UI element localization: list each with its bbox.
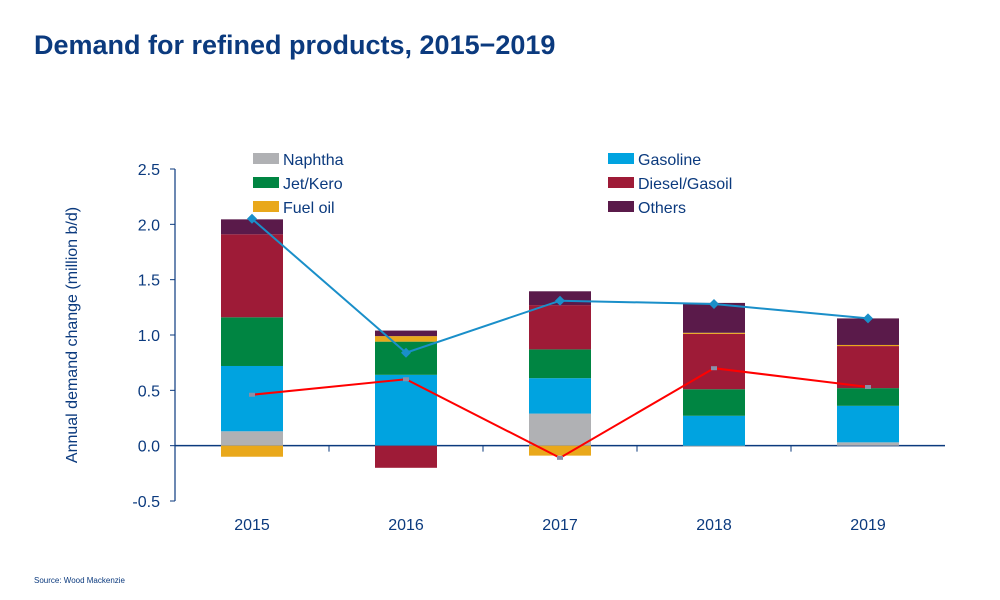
bar-naphtha-2019	[837, 442, 899, 446]
bar-jet-kero-2018	[683, 389, 745, 416]
line-marker	[555, 295, 565, 306]
legend-swatch	[253, 153, 279, 164]
line-marker	[557, 455, 563, 460]
bar-naphtha-2015	[221, 431, 283, 446]
bar-fuel-oil-2015	[221, 445, 283, 457]
bar-diesel-gasoil-2019	[837, 346, 899, 389]
line-marker	[401, 347, 411, 358]
bar-naphtha-2017	[529, 413, 591, 446]
line-marker	[247, 213, 257, 224]
legend-swatch	[608, 153, 634, 164]
y-tick-label: 0.0	[138, 439, 160, 456]
legend-swatch	[253, 201, 279, 212]
bar-diesel-gasoil-2016	[375, 445, 437, 468]
bar-others-2015	[221, 219, 283, 235]
x-tick-label: 2016	[388, 517, 424, 534]
legend-label: Jet/Kero	[283, 176, 343, 193]
bar-gasoline-2017	[529, 378, 591, 414]
line-marker	[711, 366, 717, 371]
legend-label: Gasoline	[638, 152, 701, 169]
bar-fuel-oil-2017	[529, 445, 591, 456]
bar-jet-kero-2019	[837, 388, 899, 406]
bar-jet-kero-2017	[529, 349, 591, 379]
x-tick-label: 2019	[850, 517, 886, 534]
y-tick-label: -0.5	[132, 494, 160, 511]
legend-label: Diesel/Gasoil	[638, 176, 732, 193]
legend-swatch	[608, 201, 634, 212]
x-tick-label: 2015	[234, 517, 270, 534]
bar-diesel-gasoil-2017	[529, 305, 591, 350]
page-title: Demand for refined products, 2015−2019	[34, 30, 556, 60]
bar-fuel-oil-2019	[837, 344, 899, 347]
bar-diesel-gasoil-2015	[221, 234, 283, 318]
bar-fuel-oil-2016	[375, 336, 437, 342]
bar-jet-kero-2015	[221, 317, 283, 366]
line-marker	[709, 299, 719, 310]
y-tick-label: 1.0	[138, 328, 160, 345]
legend-label: Others	[638, 200, 686, 217]
x-tick-label: 2018	[696, 517, 732, 534]
bar-jet-kero-2016	[375, 341, 437, 375]
y-tick-label: 2.0	[138, 217, 160, 234]
bar-gasoline-2016	[375, 374, 437, 446]
legend-label: Fuel oil	[283, 200, 335, 217]
bar-gasoline-2019	[837, 405, 899, 443]
legend-swatch	[253, 177, 279, 188]
y-tick-label: 0.5	[138, 383, 160, 400]
legend-label: Naphtha	[283, 152, 344, 169]
legend-swatch	[608, 177, 634, 188]
line-marker	[249, 392, 255, 397]
y-tick-label: 1.5	[138, 273, 160, 290]
bar-gasoline-2015	[221, 365, 283, 432]
bar-fuel-oil-2018	[683, 332, 745, 334]
y-tick-label: 2.5	[138, 162, 160, 179]
line-marker	[865, 385, 871, 390]
x-tick-label: 2017	[542, 517, 578, 534]
bar-others-2016	[375, 330, 437, 337]
y-axis-label: Annual demand change (million b/d)	[64, 207, 81, 463]
bar-gasoline-2018	[683, 415, 745, 446]
line-marker	[403, 377, 409, 382]
bar-naphtha-2018	[683, 445, 745, 447]
line-marker	[863, 313, 873, 324]
source-note: Source: Wood Mackenzie	[34, 576, 126, 585]
